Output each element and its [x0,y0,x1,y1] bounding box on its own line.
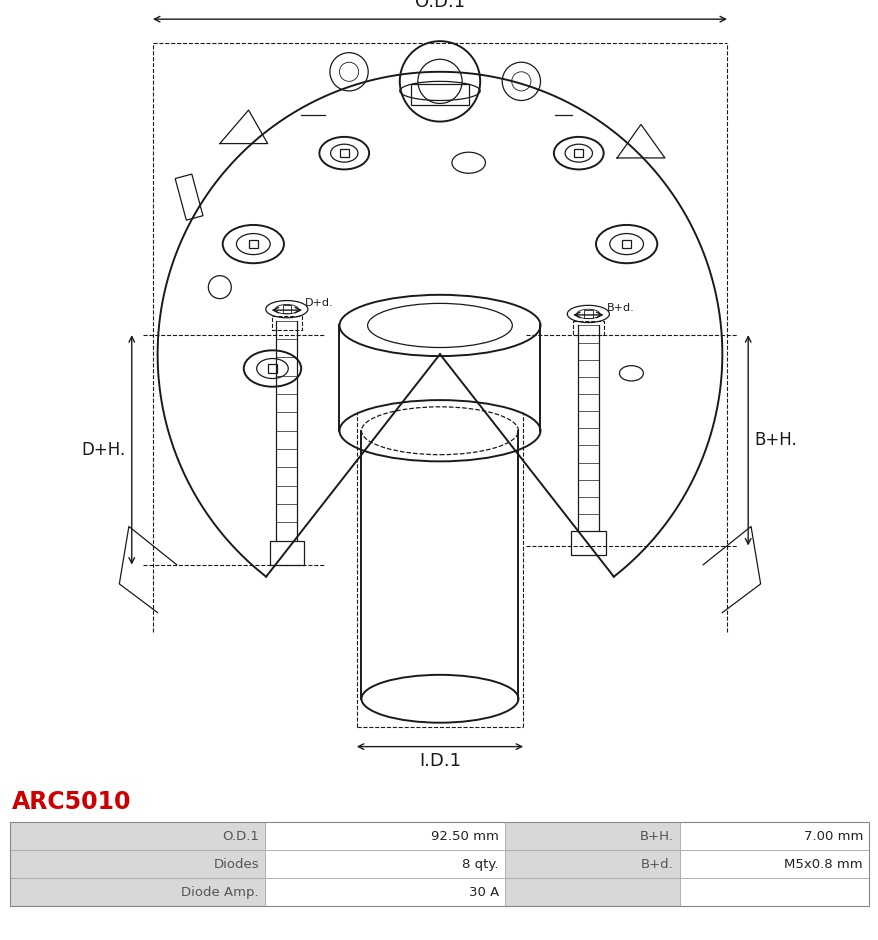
Text: 7.00 mm: 7.00 mm [802,830,862,842]
Bar [505,878,680,906]
Bar [574,149,582,158]
Bar [340,149,349,158]
Text: D+H.: D+H. [82,441,126,459]
Bar [622,240,630,248]
Bar [264,822,505,850]
Bar [680,822,868,850]
Bar [270,540,304,565]
Text: B+H.: B+H. [639,830,673,842]
Bar [282,305,291,313]
Text: B+d.: B+d. [606,303,634,313]
Text: 30 A: 30 A [468,885,499,899]
Bar [505,850,680,878]
Text: O.D.1: O.D.1 [222,830,259,842]
Bar [175,174,203,220]
Text: O.D.1: O.D.1 [414,0,464,11]
Bar [10,850,264,878]
Text: 92.50 mm: 92.50 mm [430,830,499,842]
Bar [264,850,505,878]
Text: B+H.: B+H. [753,431,795,449]
Text: I.D.1: I.D.1 [419,752,460,771]
Bar [505,822,680,850]
Text: Diode Amp.: Diode Amp. [181,885,259,899]
Text: B+d.: B+d. [641,857,673,870]
Bar [571,531,605,556]
Text: 8 qty.: 8 qty. [462,857,499,870]
Bar [268,364,277,373]
Bar [583,309,592,319]
Text: M5x0.8 mm: M5x0.8 mm [783,857,862,870]
Bar [10,878,264,906]
Bar [10,822,264,850]
Text: ARC5010: ARC5010 [12,791,132,814]
Bar [680,850,868,878]
Text: D+d.: D+d. [305,298,334,308]
Bar [264,878,505,906]
Bar [680,878,868,906]
Bar [411,85,468,105]
Bar [248,240,257,248]
Text: Diodes: Diodes [213,857,259,870]
